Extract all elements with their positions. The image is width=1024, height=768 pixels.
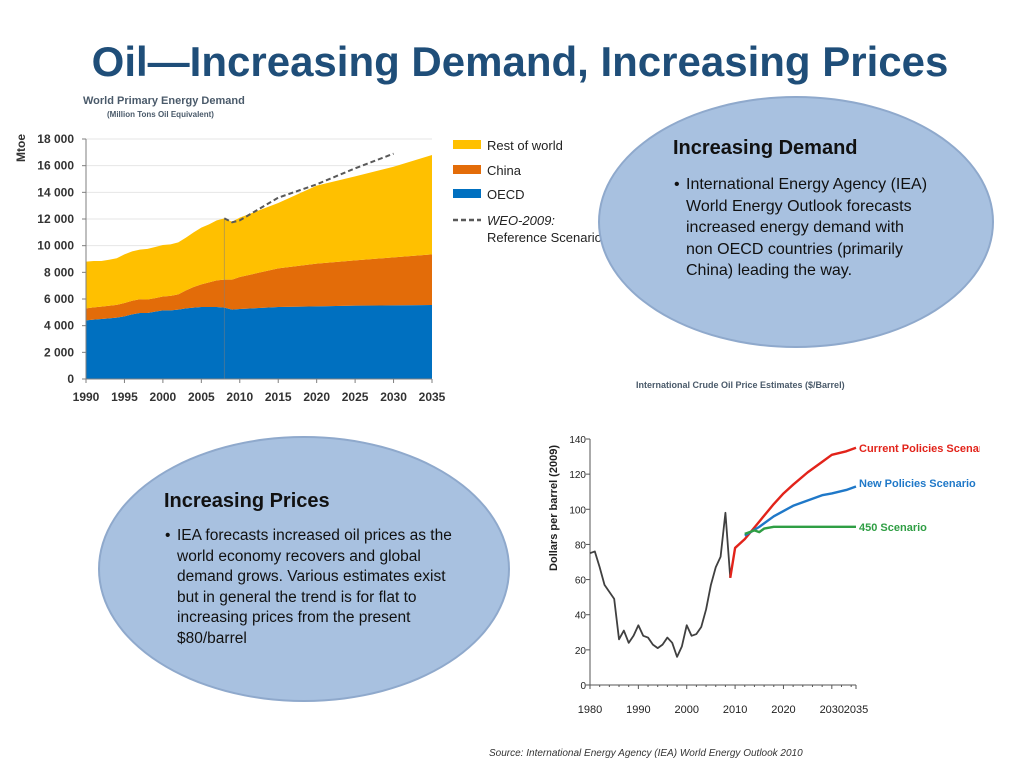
x-tick-label: 1990: [626, 704, 650, 716]
y-tick-label: 80: [575, 540, 587, 551]
x-tick-label: 2005: [188, 390, 215, 404]
demand-heading: Increasing Demand: [673, 137, 858, 159]
y-axis-label: Dollars per barrel (2009): [548, 445, 560, 571]
area-china: [86, 254, 432, 321]
x-tick-label: 2000: [150, 390, 177, 404]
line-historical: [589, 511, 732, 658]
legend-swatch: [453, 189, 481, 198]
prices-heading: Increasing Prices: [164, 490, 330, 512]
prices-bubble: [98, 436, 510, 702]
x-tick-label: 2000: [674, 704, 698, 716]
x-tick-label: 2015: [265, 390, 292, 404]
chart1-title: World Primary Energy Demand: [83, 95, 245, 107]
line-current-policies-scenario: [729, 446, 857, 579]
area-oecd: [86, 305, 432, 379]
y-axis-label: Mtoe: [14, 134, 28, 162]
x-tick-label: 2035: [419, 390, 446, 404]
x-tick-label: 1980: [578, 704, 602, 716]
x-tick-label: 2010: [226, 390, 253, 404]
y-tick-label: 0: [67, 372, 74, 386]
series-label: Current Policies Scenario: [859, 443, 980, 455]
y-tick-label: 2 000: [44, 345, 74, 359]
y-tick-label: 4 000: [44, 319, 74, 333]
x-tick-label: 2030: [820, 704, 844, 716]
y-tick-label: 14 000: [37, 185, 74, 199]
prices-bullet-text: IEA forecasts increased oil prices as th…: [177, 527, 452, 647]
demand-bubble: [598, 96, 994, 348]
x-tick-label: 2020: [771, 704, 795, 716]
y-tick-label: 120: [569, 470, 586, 481]
oil-price-chart: 0 20 40 60 80 100 120 140 1980 1990 2000 2010 2020 20…: [548, 435, 980, 716]
bullet-dot-icon: •: [674, 176, 680, 193]
x-tick-label: 2030: [380, 390, 407, 404]
chart1-subtitle: (Million Tons Oil Equivalent): [107, 110, 214, 119]
x-tick-label: 1995: [111, 390, 138, 404]
line-450-scenario: [744, 525, 856, 536]
series-label: New Policies Scenario: [859, 478, 976, 490]
legend-label: China: [487, 163, 522, 178]
area-rest-of-world: [86, 155, 432, 309]
demand-bullet-text: International Energy Agency (IEA) World …: [686, 176, 928, 279]
line-new-policies-scenario: [744, 485, 857, 537]
x-tick-label: 1990: [73, 390, 100, 404]
y-tick-label: 16 000: [37, 159, 74, 173]
slide-title: Oil—Increasing Demand, Increasing Prices: [91, 38, 949, 85]
x-tick-label: 2025: [342, 390, 369, 404]
x-tick-label: 2010: [723, 704, 747, 716]
y-tick-label: 18 000: [37, 132, 74, 146]
y-tick-label: 60: [575, 576, 587, 587]
legend-label: Rest of world: [487, 138, 563, 153]
reference-scenario-line: [223, 152, 394, 224]
legend-label: Reference Scenario: [487, 230, 602, 245]
y-tick-label: 100: [569, 505, 586, 516]
y-tick-label: 0: [580, 681, 586, 692]
energy-demand-chart: 0 2 000 4 000 6 000 8 000 10 000 12 000 14 000 1…: [14, 132, 602, 404]
y-tick-label: 40: [575, 611, 587, 622]
legend-swatch: [453, 140, 481, 149]
y-tick-label: 140: [569, 435, 586, 446]
y-tick-label: 20: [575, 646, 587, 657]
prices-bullet: • IEA forecasts increased oil prices as …: [165, 526, 457, 649]
y-tick-label: 6 000: [44, 292, 74, 306]
y-tick-label: 10 000: [37, 239, 74, 253]
demand-bullet: • International Energy Agency (IEA) Worl…: [674, 174, 931, 282]
y-tick-label: 12 000: [37, 212, 74, 226]
y-tick-label: 8 000: [44, 265, 74, 279]
source-citation: Source: International Energy Agency (IEA…: [489, 748, 803, 759]
chart2-title: International Crude Oil Price Estimates …: [636, 380, 845, 390]
legend-swatch: [453, 165, 481, 174]
x-tick-label: 2035: [844, 704, 868, 716]
legend-label: WEO-2009:: [487, 213, 555, 228]
x-tick-label: 2020: [303, 390, 330, 404]
bullet-dot-icon: •: [165, 527, 171, 544]
legend-label: OECD: [487, 187, 525, 202]
series-label: 450 Scenario: [859, 522, 927, 534]
